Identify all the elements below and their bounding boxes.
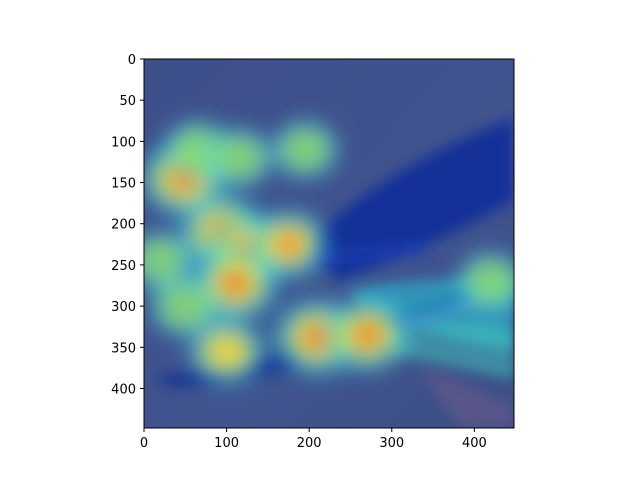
y-tick-label: 100 — [111, 135, 136, 150]
heat-hotspot — [324, 298, 410, 372]
y-axis: 0 50 100 150 200 250 300 350 400 — [111, 53, 144, 397]
heat-hotspot — [149, 274, 221, 338]
y-tick-label: 50 — [119, 94, 136, 109]
y-tick-label: 350 — [111, 341, 136, 356]
y-tick-label: 0 — [128, 53, 136, 68]
heat-hotspot — [204, 127, 274, 188]
y-tick-label: 150 — [111, 177, 136, 192]
heat-hotspot — [188, 318, 265, 385]
heatmap-plot-area — [144, 59, 514, 428]
y-tick-label: 400 — [111, 382, 136, 397]
y-tick-label: 200 — [111, 218, 136, 233]
x-tick-label: 100 — [214, 436, 239, 451]
heat-hotspot — [456, 251, 514, 312]
x-tick-label: 200 — [297, 436, 322, 451]
plot-frame — [143, 58, 515, 429]
x-tick-label: 0 — [140, 436, 148, 451]
heat-hotspot — [271, 120, 339, 179]
y-tick-label: 300 — [111, 300, 136, 315]
x-axis: 0 100 200 300 400 — [140, 428, 487, 451]
y-tick-label: 250 — [111, 259, 136, 274]
x-tick-label: 300 — [379, 436, 404, 451]
heatmap-overlay — [144, 119, 514, 385]
x-tick-label: 400 — [462, 436, 487, 451]
heat-hotspot — [144, 230, 195, 291]
